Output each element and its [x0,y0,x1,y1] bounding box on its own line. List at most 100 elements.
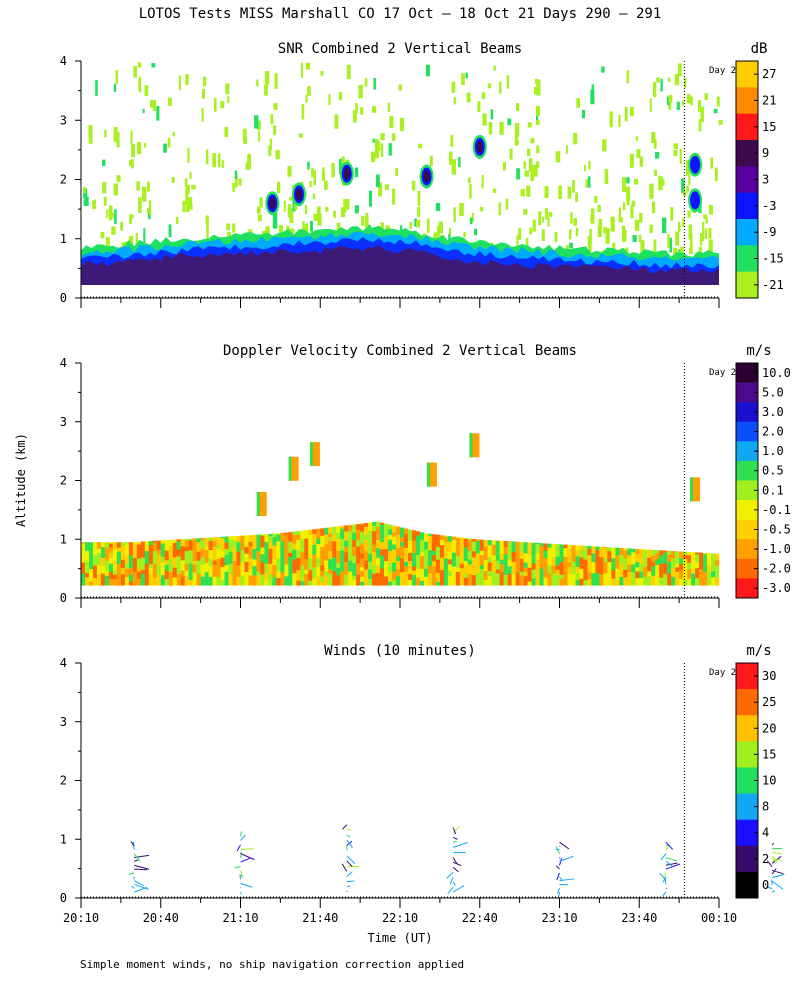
doppler-cell [419,568,425,581]
doppler-cell [360,576,365,582]
snr-echo-cell [679,148,682,164]
doppler-patch-edge [256,492,260,516]
snr-echo-cell [589,229,592,244]
doppler-cell [503,567,508,575]
doppler-cell [407,535,413,541]
snr-echo-cell [108,205,113,221]
doppler-cell [88,568,94,582]
doppler-cell [288,541,293,553]
doppler-cell [228,551,233,564]
doppler-cell [212,539,217,547]
doppler-cell [587,571,592,579]
doppler-cell [603,547,608,559]
snr-echo-cell [307,86,311,96]
snr-echo-cell [101,159,106,166]
snr-echo-cell [168,224,172,238]
doppler-cell [447,558,453,565]
doppler-cell [575,572,580,581]
doppler-cell [216,576,221,586]
wind-barb [771,855,778,864]
doppler-cell [340,525,345,529]
doppler-cell [272,558,277,565]
snr-echo-cell [217,153,221,168]
doppler-cell [503,563,508,569]
snr-echo-cell [590,89,595,105]
doppler-cell [112,574,118,580]
doppler-cell [615,574,620,580]
snr-echo-cell [668,101,672,111]
doppler-cell [435,572,441,582]
doppler-cell [567,544,572,549]
doppler-cell [284,563,289,577]
colorbar-label: -2.0 [762,562,791,576]
doppler-cell [439,573,445,586]
snr-echo-cell [302,221,305,236]
snr-echo-cell [575,192,579,202]
snr-echo-cell [653,139,657,149]
snr-echo-cell [182,200,186,213]
doppler-cell [427,533,433,536]
doppler-cell [523,561,528,568]
snr-blob-core [692,194,699,207]
snr-echo-cell [238,178,242,186]
doppler-cell [272,576,277,586]
doppler-cell [316,543,321,558]
doppler-cell [256,550,261,566]
snr-echo-cell [340,207,345,218]
doppler-cell [164,540,169,551]
doppler-cell [679,557,684,565]
doppler-cell [635,577,640,586]
doppler-cell [260,573,265,586]
doppler-cell [467,538,472,541]
doppler-cell [459,567,465,575]
doppler-cell [447,541,453,552]
snr-echo-cell [389,115,394,128]
snr-echo-cell [652,82,657,98]
doppler-cell [595,563,600,573]
doppler-cell [264,541,269,557]
colorbar-label: 4 [762,826,769,840]
doppler-cell [691,552,696,564]
doppler-cell [403,547,409,555]
doppler-cell [336,562,341,568]
snr-echo-cell [264,84,268,96]
doppler-cell [344,551,349,562]
doppler-cell [631,551,636,558]
wind-barb [665,857,678,862]
snr-echo-cell [458,157,461,168]
doppler-cell [579,578,584,586]
snr-echo-cell [626,198,630,206]
doppler-cell [340,560,345,572]
snr-echo-cell [191,184,196,190]
snr-echo-cell [317,206,321,214]
wind-barb [240,851,243,858]
doppler-cell [539,560,544,569]
doppler-cell [695,554,700,563]
doppler-cell [567,561,572,567]
doppler-cell [312,578,317,586]
wind-barb [239,874,241,880]
y-tick-label: 3 [60,113,67,127]
doppler-cell [691,562,696,574]
doppler-cell [92,542,98,556]
snr-echo-cell [143,228,146,244]
doppler-cell [328,558,333,570]
doppler-cell [284,553,289,565]
doppler-cell [256,564,261,572]
doppler-cell [152,559,157,565]
doppler-cell [300,531,305,540]
doppler-cell [81,556,86,563]
doppler-cell [152,550,157,561]
snr-echo-cell [135,232,138,245]
doppler-cell [264,555,269,564]
wind-barb [559,858,563,866]
doppler-cell [579,545,584,551]
doppler-cell [156,574,161,582]
snr-echo-cell [372,138,375,143]
doppler-cell [244,553,249,562]
doppler-cell [188,568,193,580]
snr-echo-cell [201,107,204,122]
snr-echo-cell [113,83,117,93]
doppler-cell [407,560,413,575]
